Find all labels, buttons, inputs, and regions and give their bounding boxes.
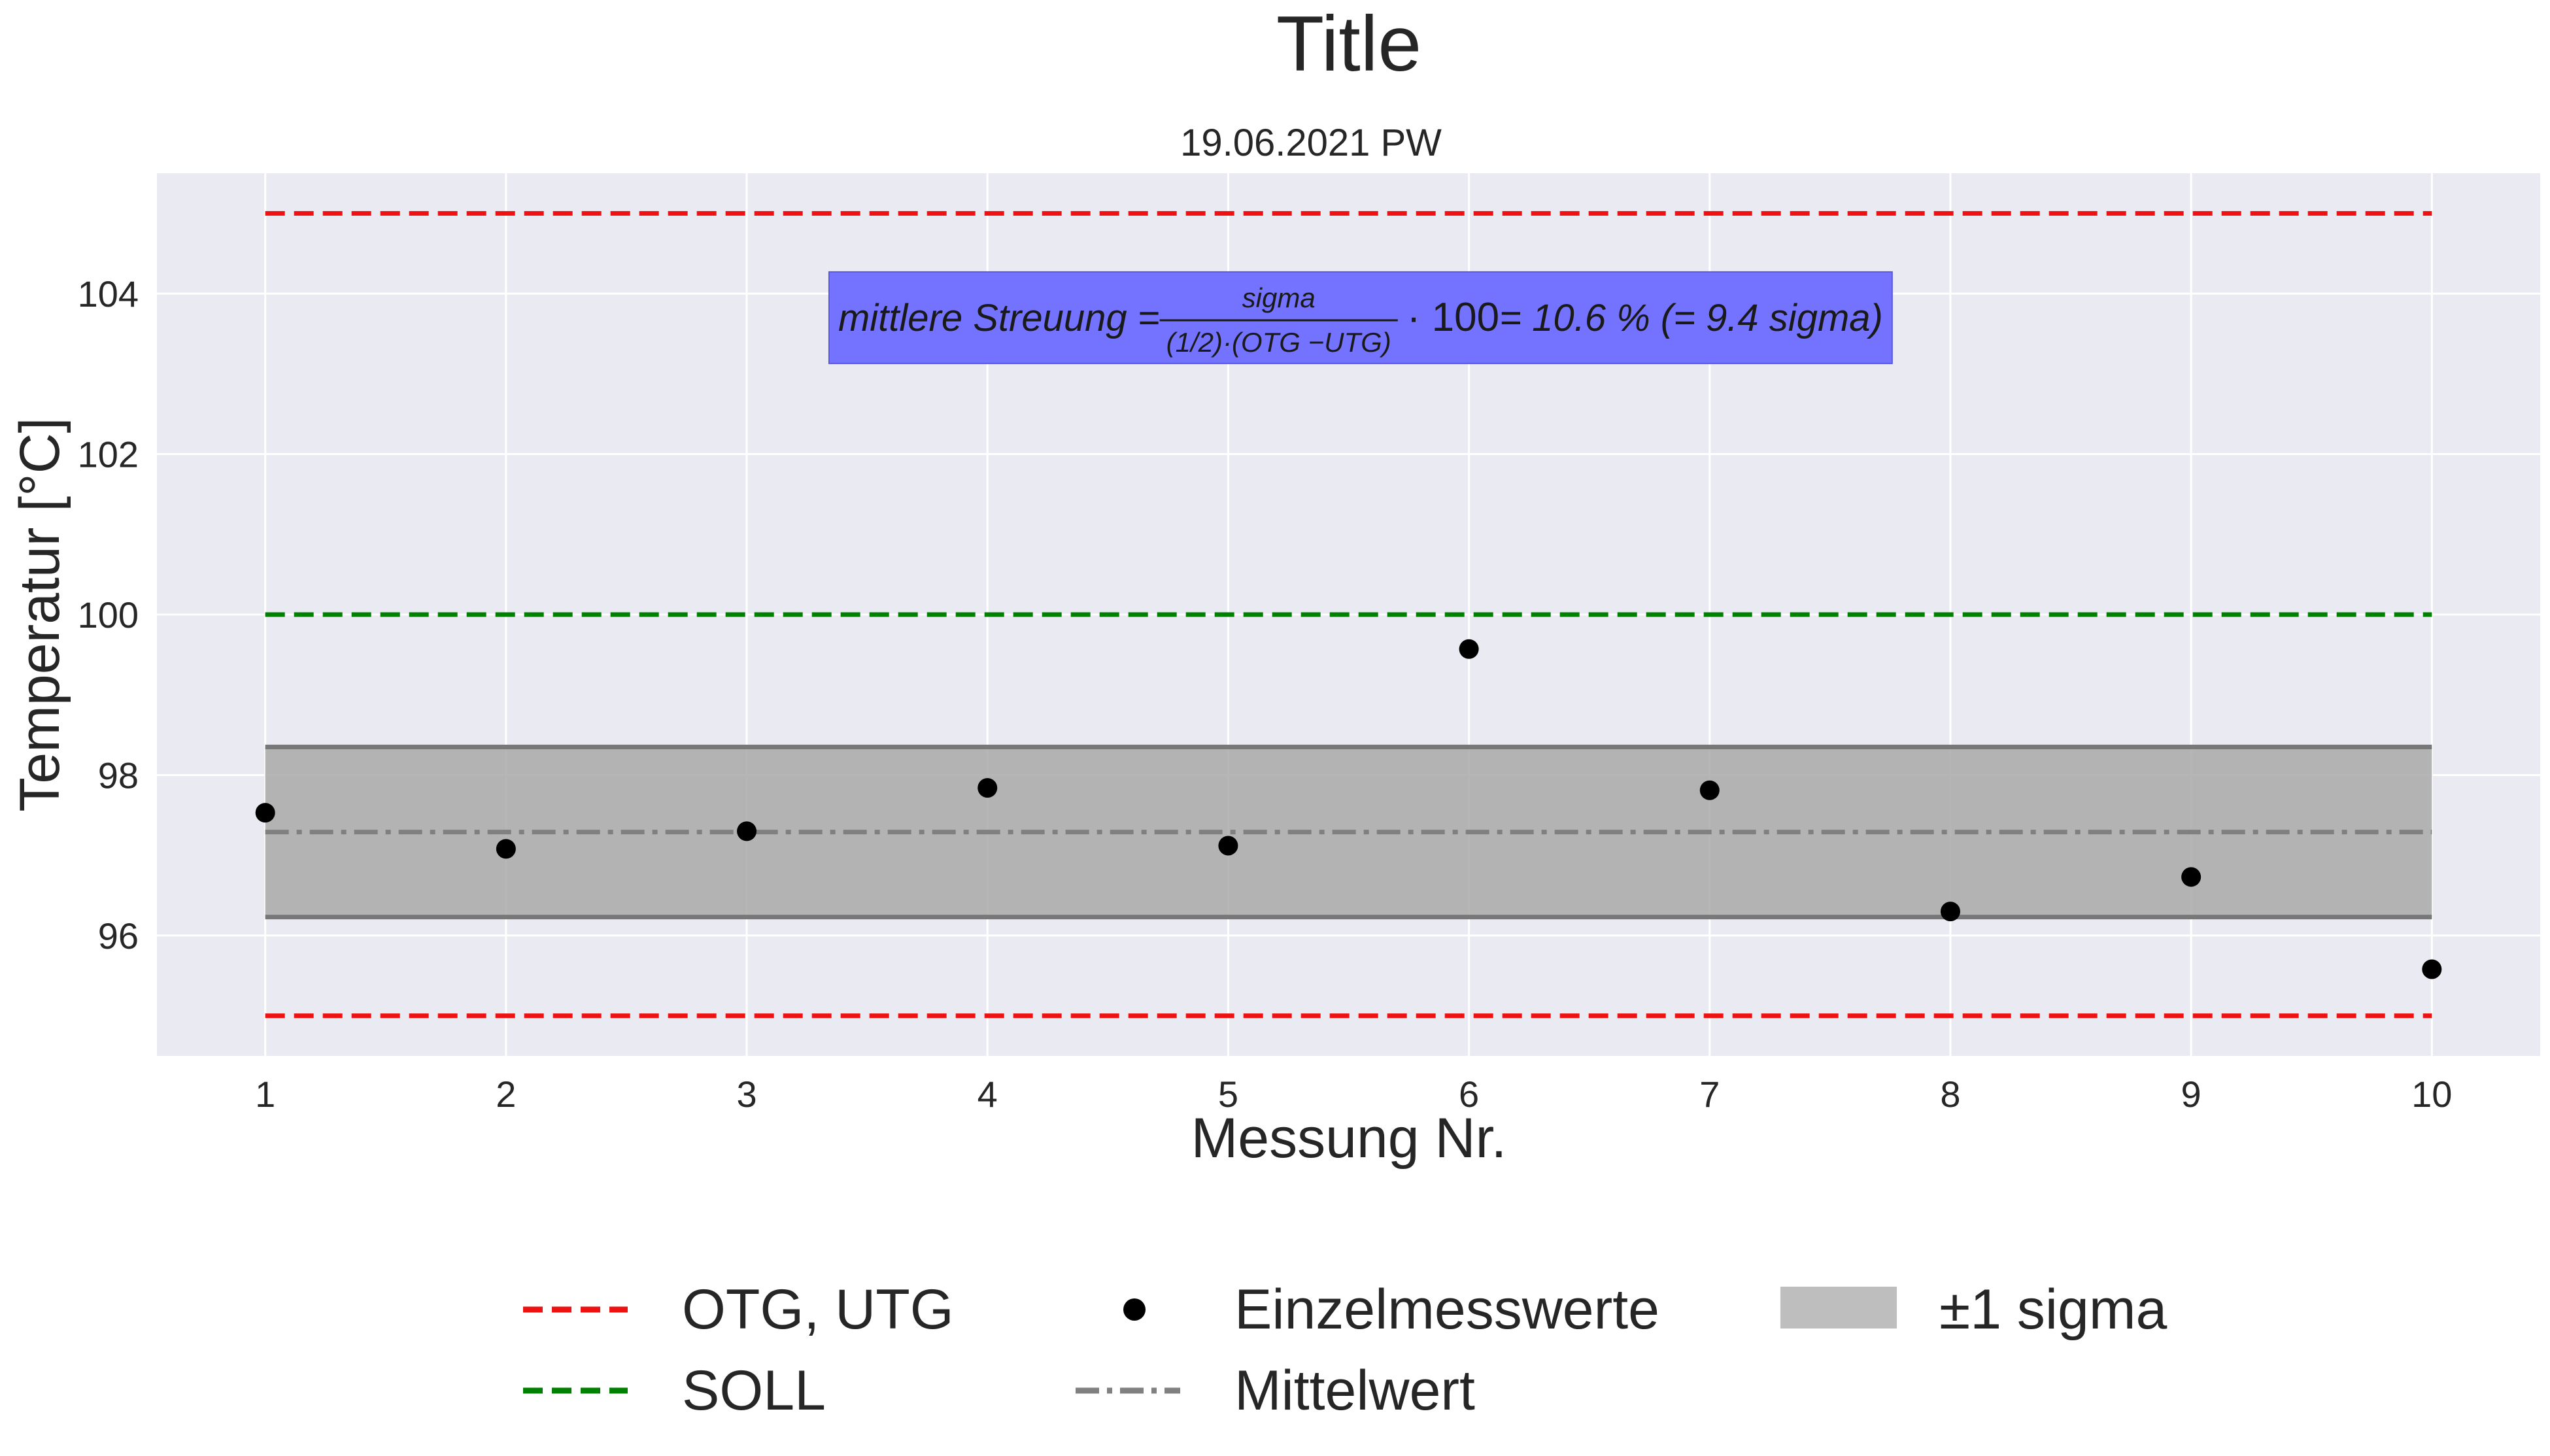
data-point-5	[1218, 836, 1238, 856]
legend-label-mittelwert: Mittelwert	[1234, 1359, 1475, 1422]
chart-title: Title	[1276, 0, 1421, 88]
x-axis-label: Messung Nr.	[1191, 1107, 1507, 1170]
x-tick-label: 1	[255, 1074, 275, 1115]
y-axis-label: Temperatur [°C]	[8, 417, 71, 811]
x-tick-label: 9	[2181, 1074, 2202, 1115]
data-point-3	[737, 821, 757, 841]
data-point-7	[1699, 780, 1720, 800]
limit-lines-group	[265, 211, 2432, 1019]
legend-label-soll: SOLL	[682, 1359, 826, 1422]
x-tick-label: 3	[736, 1074, 756, 1115]
data-point-4	[978, 778, 998, 798]
data-point-10	[2422, 959, 2442, 979]
y-tick-label: 102	[78, 434, 139, 475]
x-tick-label: 5	[1218, 1074, 1238, 1115]
legend: OTG, UTG SOLL Einzelmesswerte Mittelwert…	[523, 1278, 2167, 1422]
x-tick-label: 2	[496, 1074, 516, 1115]
chart-subtitle: 19.06.2021 PW	[1180, 122, 1442, 164]
x-tick-label: 8	[1940, 1074, 1960, 1115]
x-tick-labels: 1 2 3 4 5 6 7 8 9 10	[255, 1074, 2452, 1115]
annotation-denominator: (1/2)·(OTG −UTG)	[1166, 327, 1391, 358]
data-points-group	[255, 639, 2442, 979]
y-tick-label: 98	[98, 754, 139, 796]
legend-label-otg-utg: OTG, UTG	[682, 1278, 954, 1341]
data-point-8	[1940, 902, 1960, 922]
annotation-suffix: = 10.6 % (= 9.4 sigma)	[1499, 297, 1883, 339]
data-point-1	[255, 803, 275, 823]
x-tick-label: 4	[978, 1074, 998, 1115]
annotation-background	[828, 271, 1893, 364]
annotation-box: mittlere Streuung = sigma (1/2)·(OTG −UT…	[828, 271, 1893, 364]
legend-label-sigma: ±1 sigma	[1939, 1278, 2167, 1341]
legend-swatch-sigma	[1780, 1287, 1897, 1329]
legend-swatch-einzelmesswerte	[1123, 1298, 1146, 1321]
y-tick-label: 100	[78, 594, 139, 635]
annotation-prefix: mittlere Streuung =	[838, 297, 1160, 339]
y-tick-labels: 96 98 100 102 104	[78, 273, 139, 957]
y-tick-label: 96	[98, 915, 139, 957]
x-tick-label: 7	[1699, 1074, 1720, 1115]
y-tick-label: 104	[78, 273, 139, 314]
x-tick-label: 10	[2411, 1074, 2452, 1115]
data-point-9	[2181, 867, 2202, 887]
x-tick-label: 6	[1459, 1074, 1479, 1115]
legend-label-einzelmesswerte: Einzelmesswerte	[1234, 1278, 1659, 1341]
data-point-2	[496, 839, 516, 859]
annotation-times: · 100	[1407, 295, 1499, 340]
data-point-6	[1459, 639, 1479, 659]
annotation-numerator: sigma	[1242, 282, 1316, 313]
